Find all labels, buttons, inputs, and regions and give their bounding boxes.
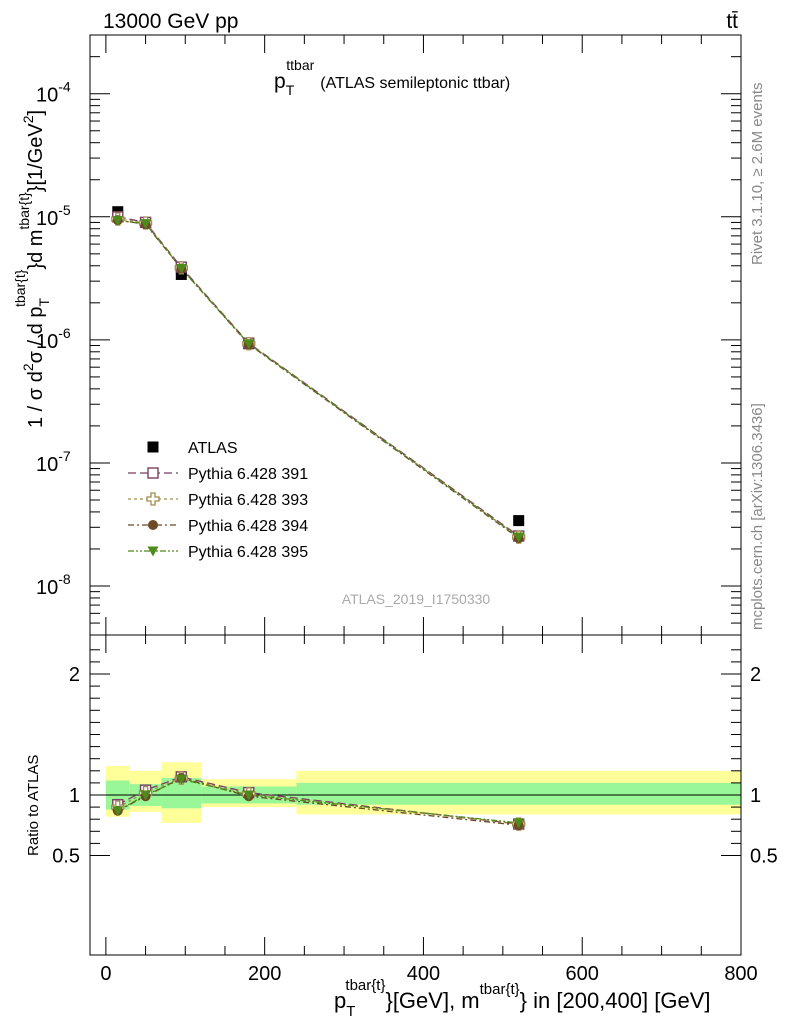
ratio-y-tick-label: 0.5	[52, 846, 80, 868]
ratio-point-p395	[243, 790, 255, 801]
ratio-y-tick-label-right: 2	[750, 664, 761, 686]
ratio-line-p395	[117, 778, 519, 824]
point-p395	[243, 339, 255, 350]
legend-label-p395: Pythia 6.428 395	[188, 544, 308, 561]
band-inner	[296, 782, 741, 805]
legend-marker-p394	[148, 520, 158, 530]
point-p395	[140, 219, 152, 230]
ratio-point-p395	[513, 818, 525, 829]
ratio-line-p393	[117, 777, 519, 825]
x-tick-label: 800	[724, 963, 757, 985]
ratio-y-tick-label: 2	[69, 664, 80, 686]
rivet-label: Rivet 3.1.10, ≥ 2.6M events	[749, 83, 766, 266]
main-y-axis-label: 1 / σ d2σ / d pTtbar{t}}d mtbar{t}}[1/Ge…	[12, 110, 52, 428]
ratio-y-tick-label: 1	[69, 785, 80, 807]
legend-label-p394: Pythia 6.428 394	[188, 518, 308, 535]
legend-label-p391: Pythia 6.428 391	[188, 466, 308, 483]
main-series	[111, 206, 526, 544]
legend-marker-p391	[147, 467, 159, 479]
legend: ATLAS Pythia 6.428 391 Pythia 6.428 393 Pyt…	[128, 440, 308, 561]
legend-marker-data	[147, 441, 159, 453]
mcplots-label: mcplots.cern.ch [arXiv:1306.3436]	[749, 403, 766, 630]
ratio-point-p395	[175, 774, 187, 785]
ratio-line-p391	[117, 776, 519, 825]
main-axes: 10-8 10-7 10-6 10-5 10-4	[36, 34, 742, 636]
main-title: pTttbar(ATLAS semileptonic ttbar)	[274, 57, 510, 98]
analysis-watermark: ATLAS_2019_I1750330	[342, 591, 491, 607]
main-y-tick-label: 10-5	[36, 202, 71, 230]
legend-marker-p393	[146, 492, 160, 506]
point-p395	[112, 216, 124, 227]
main-y-tick-label: 10-8	[36, 571, 71, 599]
main-y-tick-label: 10-4	[36, 79, 71, 107]
ratio-point-p395	[140, 790, 152, 801]
ratio-y-tick-label-right: 1	[750, 785, 761, 807]
x-tick-label: 200	[248, 963, 281, 985]
point-p395	[513, 532, 525, 543]
main-y-tick-label: 10-7	[36, 448, 71, 476]
legend-label-data: ATLAS	[188, 440, 238, 457]
legend-label-p393: Pythia 6.428 393	[188, 492, 308, 509]
main-y-tick-label: 10-6	[36, 325, 71, 353]
point-data	[513, 515, 525, 527]
header-left: 13000 GeV pp	[103, 10, 238, 33]
x-tick-label: 400	[407, 963, 440, 985]
legend-marker-p395	[147, 546, 159, 557]
ratio-series	[111, 771, 526, 831]
x-axis-label: pTtbar{t}}[GeV], mtbar{t}} in [200,400] …	[334, 977, 710, 1020]
ratio-point-p395	[112, 806, 124, 817]
ratio-y-tick-label-right: 0.5	[750, 846, 778, 868]
header-right: tt̄	[726, 10, 738, 33]
ratio-y-axis-label: Ratio to ATLAS	[25, 755, 42, 856]
ratio-axes: 0.5 0.5 1 1 2 2 0 200 400 600 800	[52, 634, 778, 985]
x-tick-label: 0	[100, 963, 111, 985]
x-tick-label: 600	[566, 963, 599, 985]
ratio-uncertainty-bands	[105, 762, 741, 823]
point-p395	[175, 264, 187, 275]
